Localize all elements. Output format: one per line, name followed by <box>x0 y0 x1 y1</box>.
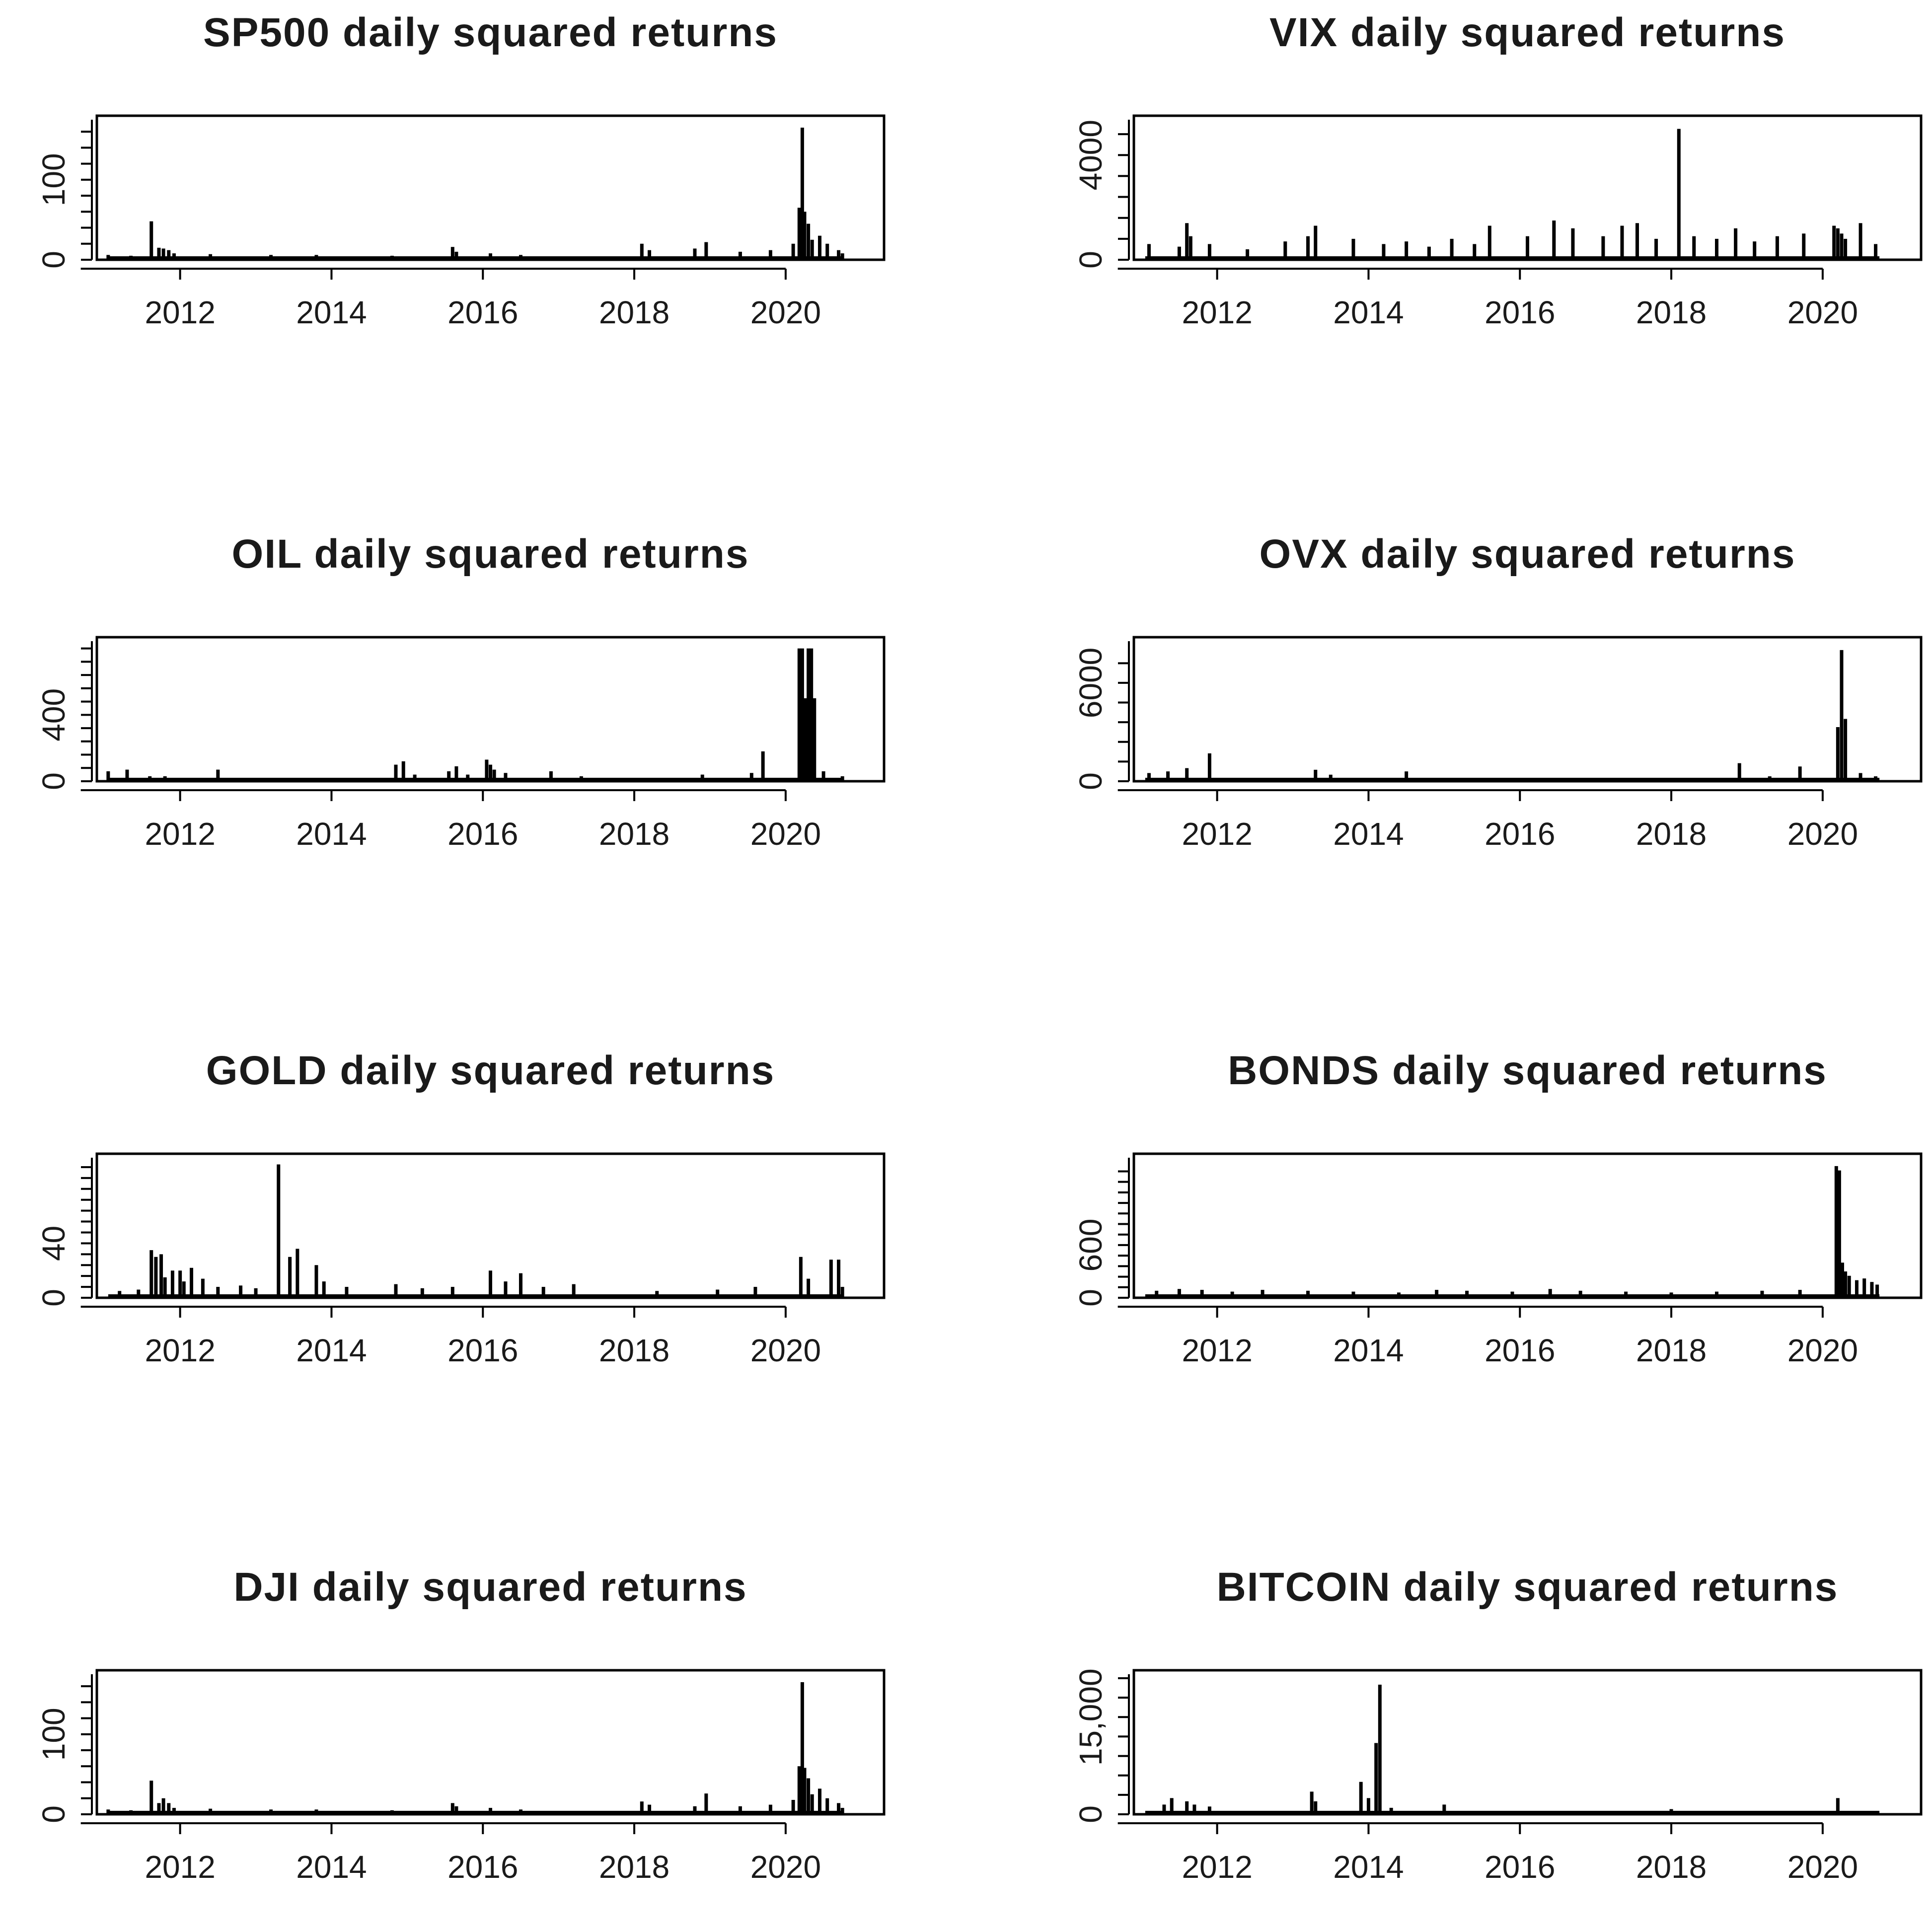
dji-x-tick-label: 2020 <box>750 1849 821 1885</box>
gold-x-tick-label: 2014 <box>296 1333 367 1368</box>
sp500-chart: SP500 daily squared returns 2012 2014 2016 2… <box>36 10 886 330</box>
bonds-x-tick-label: 2020 <box>1787 1333 1858 1368</box>
vix-chart: VIX daily squared returns 2012 2014 2016 201… <box>1073 10 1923 330</box>
bonds-plot-frame <box>1132 1152 1923 1299</box>
sp500-plot-frame <box>95 114 886 261</box>
bonds-x-tick-label: 2018 <box>1636 1333 1707 1368</box>
dji-x-tick-label: 2016 <box>447 1849 518 1885</box>
sp500-chart-title: SP500 daily squared returns <box>203 10 778 55</box>
bonds-y-tick-label: 0 <box>1073 1289 1109 1307</box>
gold-y-tick-label: 0 <box>36 1289 72 1307</box>
vix-x-tick-label: 2012 <box>1182 295 1252 330</box>
oil-x-tick-label: 2016 <box>447 816 518 852</box>
gold-x-tick-label: 2016 <box>447 1333 518 1368</box>
ovx-x-tick-label: 2016 <box>1485 816 1555 852</box>
bonds-x-tick-label: 2012 <box>1182 1333 1252 1368</box>
oil-chart: OIL daily squared returns 2012 2014 2016 201… <box>36 531 886 852</box>
bitcoin-x-tick-label: 2014 <box>1333 1849 1404 1885</box>
bonds-x-tick-label: 2014 <box>1333 1333 1404 1368</box>
bitcoin-x-tick-label: 2012 <box>1182 1849 1252 1885</box>
gold-y-tick-label: 40 <box>36 1226 72 1261</box>
oil-x-tick-label: 2018 <box>599 816 669 852</box>
sp500-x-tick-label: 2014 <box>296 295 367 330</box>
gold-chart-title: GOLD daily squared returns <box>206 1048 775 1093</box>
sp500-y-tick-label: 0 <box>36 251 72 269</box>
ovx-y-tick-label: 0 <box>1073 772 1109 790</box>
sp500-x-tick-label: 2016 <box>447 295 518 330</box>
vix-x-tick-label: 2020 <box>1787 295 1858 330</box>
bitcoin-x-tick-label: 2016 <box>1485 1849 1555 1885</box>
oil-x-tick-label: 2020 <box>750 816 821 852</box>
bonds-chart: BONDS daily squared returns 2012 2014 2016 2… <box>1073 1048 1923 1368</box>
sp500-x-tick-label: 2012 <box>145 295 215 330</box>
sp500-y-tick-label: 100 <box>36 153 72 206</box>
oil-y-tick-label: 400 <box>36 688 72 742</box>
dji-y-tick-label: 100 <box>36 1708 72 1761</box>
gold-chart: GOLD daily squared returns 2012 2014 2016 20… <box>36 1048 886 1368</box>
dji-y-tick-label: 0 <box>36 1805 72 1823</box>
dji-plot-frame <box>95 1669 886 1816</box>
bitcoin-chart: BITCOIN daily squared returns 2012 2014 201… <box>1073 1564 1923 1885</box>
gold-x-tick-label: 2020 <box>750 1333 821 1368</box>
oil-plot-frame <box>95 636 886 783</box>
gold-x-tick-label: 2012 <box>145 1333 215 1368</box>
dji-x-tick-label: 2014 <box>296 1849 367 1885</box>
bitcoin-chart-title: BITCOIN daily squared returns <box>1217 1564 1839 1610</box>
ovx-x-tick-label: 2020 <box>1787 816 1858 852</box>
oil-chart-title: OIL daily squared returns <box>232 531 749 577</box>
sp500-x-tick-label: 2018 <box>599 295 669 330</box>
dji-x-tick-label: 2012 <box>145 1849 215 1885</box>
bitcoin-x-tick-label: 2018 <box>1636 1849 1707 1885</box>
ovx-x-tick-label: 2018 <box>1636 816 1707 852</box>
oil-x-tick-label: 2012 <box>145 816 215 852</box>
ovx-plot-frame <box>1132 636 1923 783</box>
ovx-chart-title: OVX daily squared returns <box>1260 531 1796 577</box>
bitcoin-y-tick-label: 0 <box>1073 1805 1109 1823</box>
bonds-x-tick-label: 2016 <box>1485 1333 1555 1368</box>
sp500-x-tick-label: 2020 <box>750 295 821 330</box>
vix-chart-title: VIX daily squared returns <box>1269 10 1785 55</box>
dji-chart-title: DJI daily squared returns <box>233 1564 747 1610</box>
vix-plot-frame <box>1132 114 1923 261</box>
bitcoin-y-tick-label: 15,000 <box>1073 1668 1109 1766</box>
bitcoin-x-tick-label: 2020 <box>1787 1849 1858 1885</box>
gold-x-tick-label: 2018 <box>599 1333 669 1368</box>
gold-plot-frame <box>95 1152 886 1299</box>
vix-x-tick-label: 2018 <box>1636 295 1707 330</box>
ovx-x-tick-label: 2012 <box>1182 816 1252 852</box>
dji-chart: DJI daily squared returns 2012 2014 2016 201… <box>36 1564 886 1885</box>
vix-y-tick-label: 0 <box>1073 251 1109 269</box>
oil-x-tick-label: 2014 <box>296 816 367 852</box>
oil-y-tick-label: 0 <box>36 772 72 790</box>
ovx-chart: OVX daily squared returns 2012 2014 2016 201… <box>1073 531 1923 852</box>
vix-x-tick-label: 2014 <box>1333 295 1404 330</box>
ovx-x-tick-label: 2014 <box>1333 816 1404 852</box>
ovx-y-tick-label: 6000 <box>1073 648 1109 718</box>
bonds-y-tick-label: 600 <box>1073 1219 1109 1272</box>
dji-x-tick-label: 2018 <box>599 1849 669 1885</box>
vix-y-tick-label: 4000 <box>1073 120 1109 190</box>
bitcoin-plot-frame <box>1132 1669 1923 1816</box>
bonds-chart-title: BONDS daily squared returns <box>1228 1048 1827 1093</box>
vix-x-tick-label: 2016 <box>1485 295 1555 330</box>
